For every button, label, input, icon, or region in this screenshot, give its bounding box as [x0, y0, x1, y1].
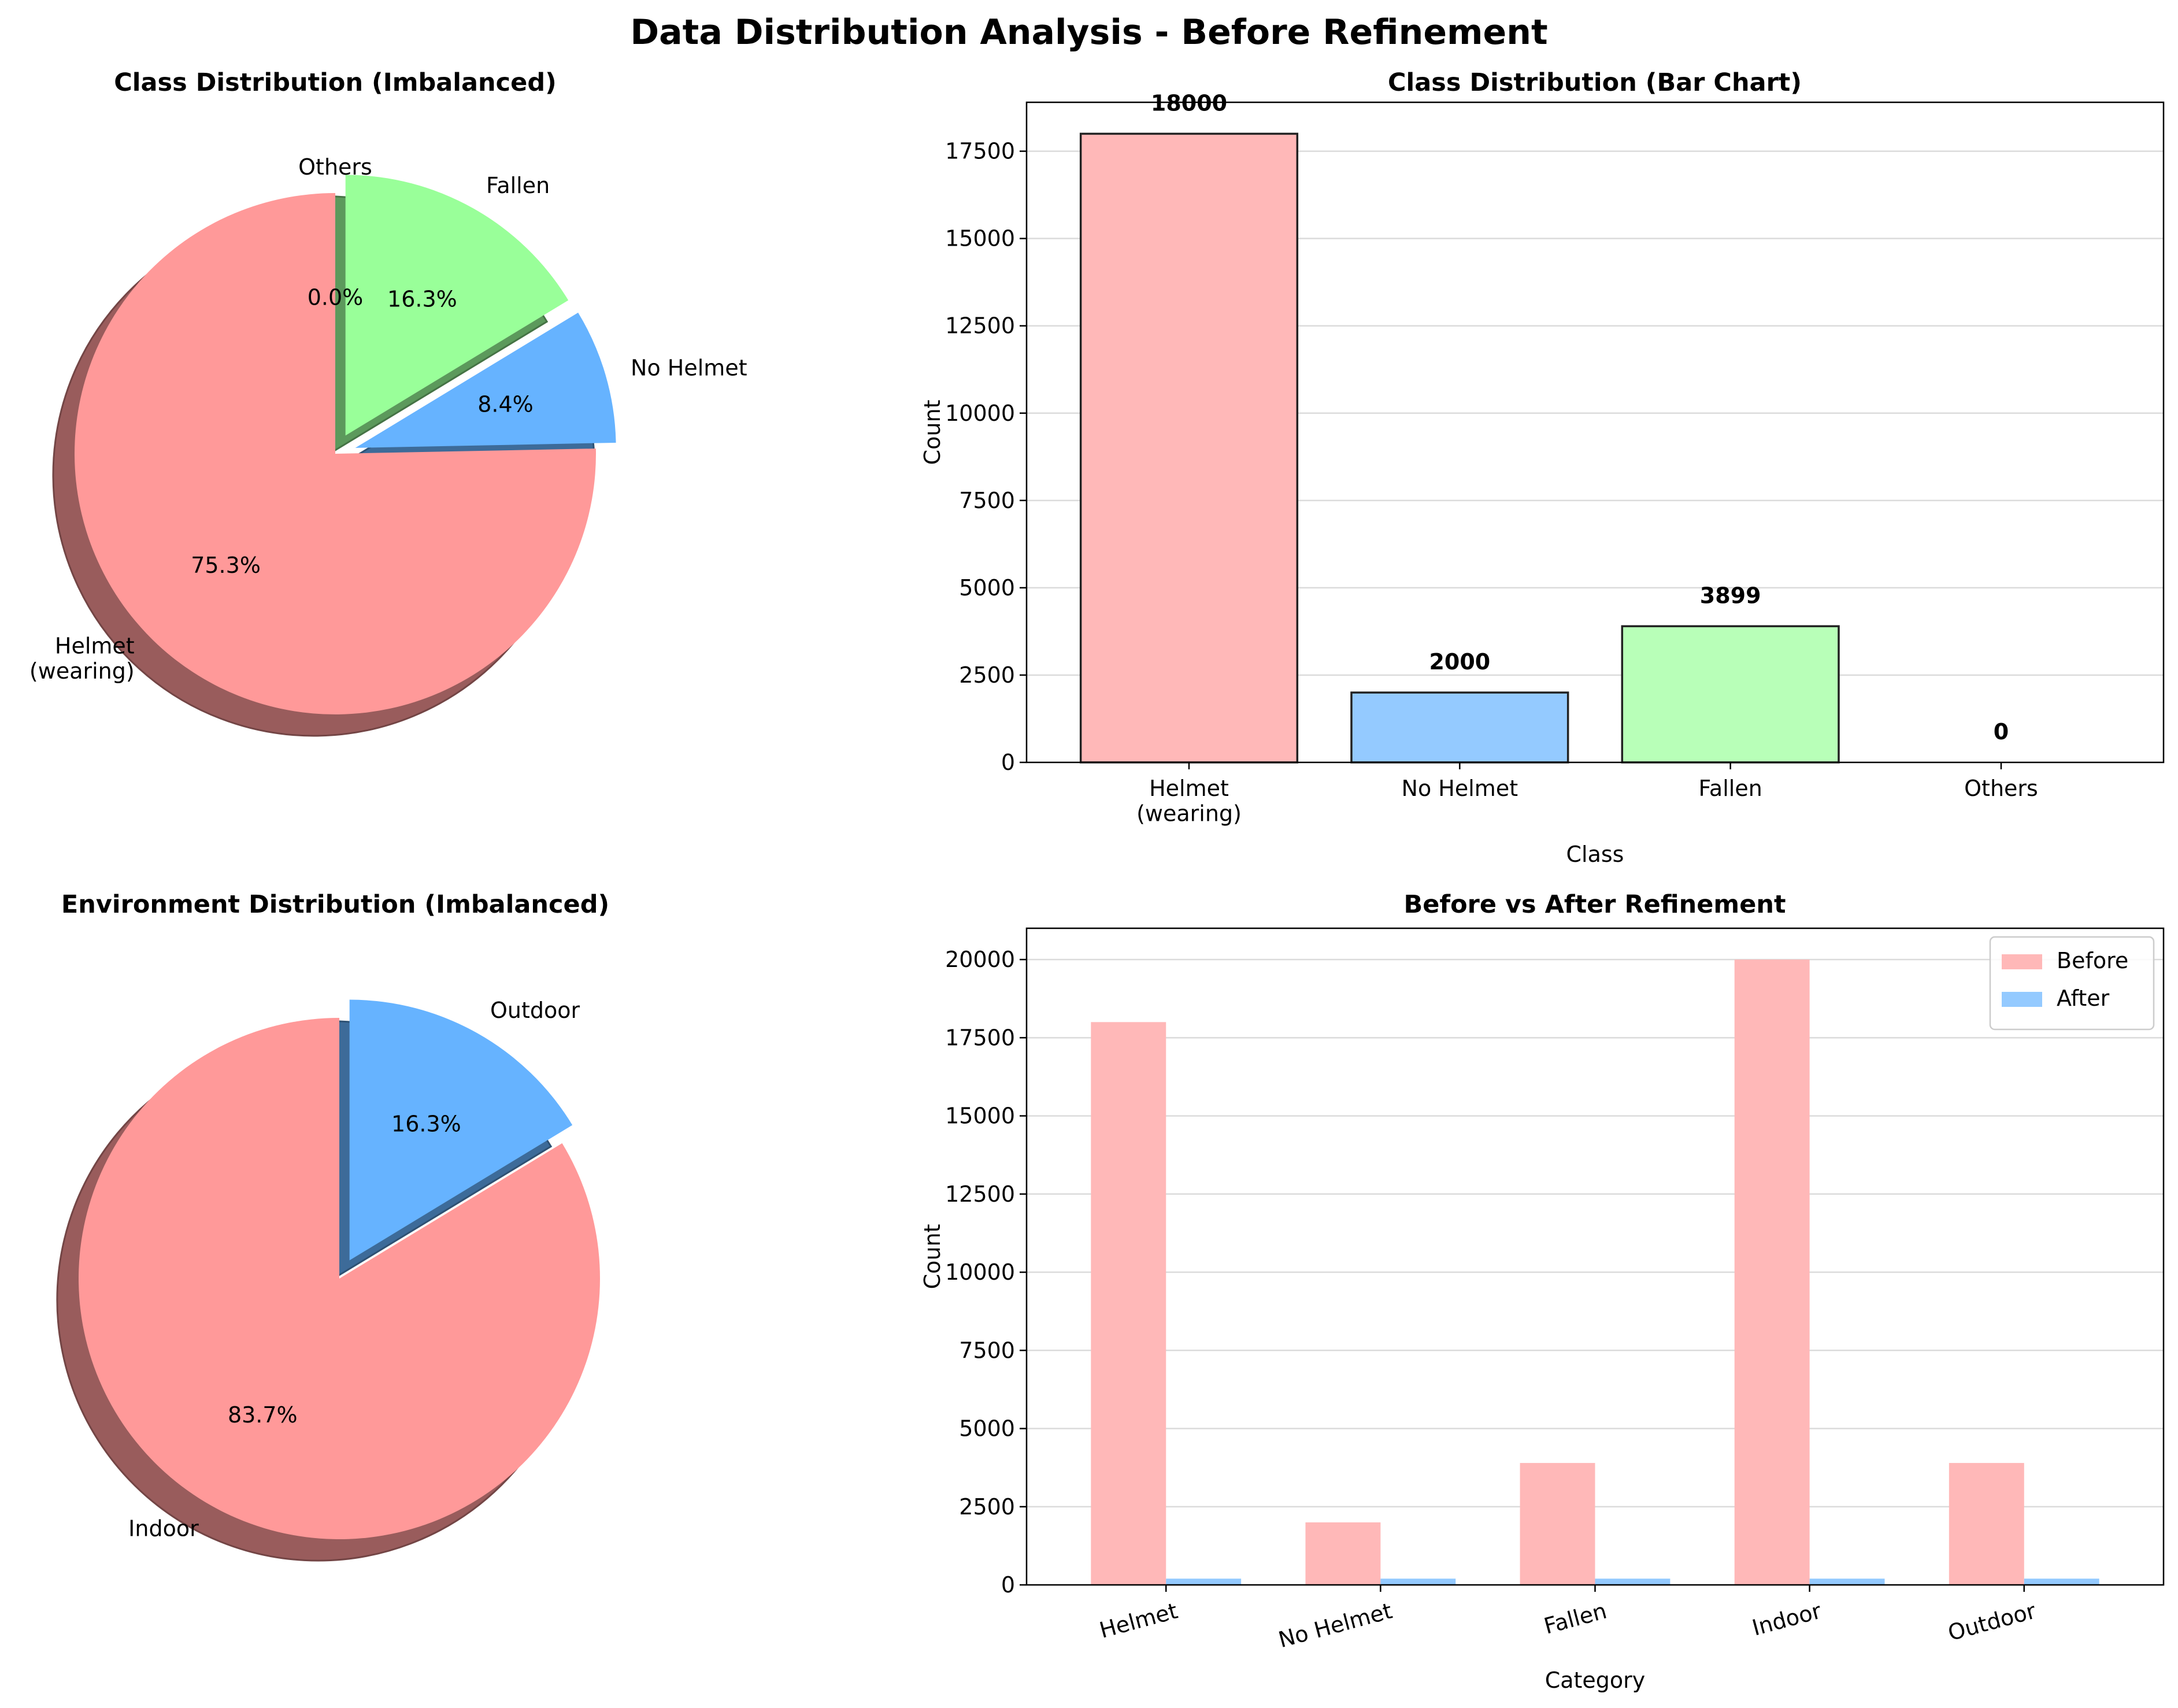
bar1-xtick-label: Helmet (wearing): [1136, 776, 1242, 827]
bar1-xtick-label: Others: [1964, 776, 2038, 801]
bar2-bar-after: [1166, 1579, 1242, 1585]
pie2-pct-label: 16.3%: [391, 1112, 461, 1137]
bar2-xlabel: Category: [1545, 1668, 1646, 1693]
pie1-slice: [355, 312, 616, 448]
legend-swatch-before: [2002, 954, 2042, 969]
pie2-slice: [78, 1018, 601, 1539]
bar2-bar-before: [1091, 1022, 1166, 1585]
bar2-bar-after: [1809, 1579, 1885, 1585]
bar2-frame: [1025, 927, 2165, 1586]
bar1-bar: [1079, 132, 1299, 764]
bar2-bar-after: [2024, 1579, 2099, 1585]
bar1-ytick-label: 12500: [945, 313, 1015, 339]
bar2-xtick-label: Fallen: [1541, 1598, 1609, 1639]
bar1-ytick-label: 0: [1001, 750, 1015, 775]
bar1-xtick-label: No Helmet: [1402, 776, 1518, 801]
bar2-ytick-label: 17500: [945, 1025, 1015, 1050]
bar1-ytick-label: 7500: [959, 488, 1015, 513]
bar2-bar-after: [1595, 1579, 1670, 1585]
bar1-chart: 0 2500 5000 7500 10000 12500 15000 17500 Count Cl…: [920, 90, 2165, 867]
pie2-title: Environment Distribution (Imbalanced): [61, 890, 609, 919]
bar2-xtick-label: No Helmet: [1276, 1598, 1395, 1653]
bar2-xtick-label: Outdoor: [1945, 1598, 2039, 1646]
pie2-slice-label: Indoor: [128, 1516, 199, 1541]
pie2-chart: Indoor 83.7% Outdoor 16.3%: [56, 998, 601, 1562]
bar1-xlabel: Class: [1566, 842, 1624, 867]
bar2-title: Before vs After Refinement: [1403, 890, 1786, 919]
bar1-ytick-label: 2500: [959, 662, 1015, 688]
bar1-frame: [1025, 101, 2165, 764]
bar1-ytick-label: 17500: [945, 139, 1015, 164]
pie1-slice-label: Others: [298, 154, 372, 180]
bar2-bar-before: [1949, 1463, 2024, 1585]
bar2-ytick-label: 12500: [945, 1181, 1015, 1207]
bar1-value-label: 18000: [1151, 90, 1227, 116]
bar2-bar-before: [1734, 959, 1810, 1585]
bar2-ytick-label: 20000: [945, 947, 1015, 972]
bar2-ytick-label: 5000: [959, 1416, 1015, 1442]
pie1-slice: [345, 175, 569, 436]
bar1-value-label: 2000: [1429, 649, 1490, 675]
pie1-slice: [74, 193, 596, 714]
bar2-bar-before: [1305, 1522, 1381, 1585]
figure-suptitle: Data Distribution Analysis - Before Refi…: [630, 12, 1547, 53]
pie1-pct-label: 75.3%: [191, 553, 261, 578]
bar1-bar: [1350, 691, 1569, 764]
pie2-slice-label: Outdoor: [490, 998, 580, 1023]
pie1-slice-label: Helmet (wearing): [29, 633, 135, 684]
bar1-value-label: 0: [1994, 719, 2009, 744]
pie1-title: Class Distribution (Imbalanced): [114, 68, 557, 97]
bar2-legend: Before After: [1989, 936, 2155, 1031]
bar1-value-label: 3899: [1700, 583, 1761, 608]
bar2-ylabel: Count: [920, 1224, 945, 1290]
bar2-chart: 0 2500 5000 7500 10000 12500 15000 17500 20000 Co…: [920, 927, 2165, 1693]
bar2-xtick-label: Indoor: [1750, 1598, 1824, 1641]
bar1-ytick-label: 5000: [959, 575, 1015, 601]
pie1-chart: Helmet (wearing) 75.3% No Helmet 8.4% Fallen 1…: [29, 154, 747, 737]
pie2-slice: [349, 999, 573, 1261]
bar1-ytick-label: 10000: [945, 401, 1015, 426]
pie1-slice-label: No Helmet: [631, 355, 747, 380]
bar2-ytick-label: 7500: [959, 1337, 1015, 1363]
bar1-title: Class Distribution (Bar Chart): [1388, 68, 1802, 97]
bar2-ytick-label: 15000: [945, 1103, 1015, 1129]
pie1-pct-label: 8.4%: [477, 391, 534, 417]
legend-label-after: After: [2057, 985, 2110, 1011]
pie2-pct-label: 83.7%: [228, 1402, 298, 1428]
legend-label-before: Before: [2057, 948, 2128, 973]
bar2-ytick-label: 2500: [959, 1494, 1015, 1520]
bar1-ylabel: Count: [920, 400, 945, 465]
bar1-bar: [1621, 625, 1840, 764]
pie1-slice-label: Fallen: [486, 173, 550, 198]
bar1-ytick-label: 15000: [945, 226, 1015, 251]
pie1-pct-label: 0.0%: [308, 284, 364, 310]
bar2-bar-before: [1520, 1463, 1595, 1585]
legend-swatch-after: [2002, 992, 2042, 1007]
pie1-pct-label: 16.3%: [387, 287, 457, 312]
bar2-xtick-label: Helmet: [1097, 1598, 1180, 1643]
bar2-ytick-label: 0: [1001, 1572, 1015, 1598]
bar1-xtick-label: Fallen: [1699, 776, 1762, 801]
bar2-ytick-label: 10000: [945, 1259, 1015, 1285]
bar2-bar-after: [1380, 1579, 1456, 1585]
